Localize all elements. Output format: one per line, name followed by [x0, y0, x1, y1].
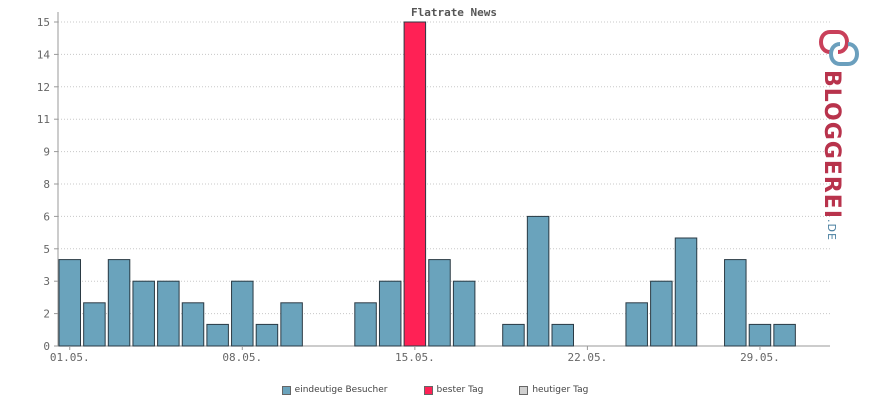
bar-visitors	[58, 259, 81, 347]
legend-swatch-best-day	[423, 385, 433, 395]
bar-visitors	[625, 302, 648, 347]
chart-legend: eindeutige Besucher bester Tag heutiger …	[0, 385, 870, 395]
bloggerei-logo-icon	[819, 30, 859, 66]
y-tick-label: 0	[43, 340, 50, 353]
bar-best-day	[403, 21, 427, 347]
bar-visitors	[231, 280, 254, 347]
y-tick-label: 9	[43, 146, 50, 159]
bar-visitors	[378, 280, 402, 347]
y-tick-label: 12	[37, 81, 50, 94]
y-tick-label: 15	[37, 16, 50, 29]
legend-item-today: heutiger Tag	[519, 385, 588, 395]
legend-label-visitors: eindeutige Besucher	[294, 385, 388, 395]
bar-visitors	[280, 302, 303, 347]
bar-visitors	[83, 302, 106, 347]
x-tick-label: 29.05.	[740, 351, 780, 364]
bar-visitors	[650, 280, 673, 347]
bar-visitors	[674, 237, 698, 347]
y-tick-label: 8	[43, 178, 50, 191]
bar-visitors	[157, 280, 180, 347]
bar-visitors	[107, 259, 131, 347]
legend-item-best-day: bester Tag	[423, 385, 484, 395]
chart-title: Flatrate News	[410, 6, 498, 19]
bar-visitors	[551, 323, 574, 347]
x-tick-label: 22.05.	[568, 351, 608, 364]
bloggerei-logo-text: BLOGGEREI.DE	[814, 70, 844, 241]
y-tick-label: 2	[43, 308, 50, 321]
logo-tld: .DE	[825, 219, 838, 241]
logo-name: BLOGGEREI	[819, 70, 844, 220]
bar-visitors	[526, 215, 550, 347]
legend-item-visitors: eindeutige Besucher	[281, 385, 388, 395]
bar-visitors	[773, 323, 796, 347]
bar-visitors	[255, 323, 279, 347]
bar-visitors	[452, 280, 476, 347]
bar-visitors	[428, 259, 451, 347]
legend-swatch-today	[519, 385, 529, 395]
y-tick-label: 6	[43, 210, 50, 223]
x-tick-label: 15.05.	[395, 351, 435, 364]
y-tick-label: 14	[37, 48, 51, 61]
x-tick-label: 01.05.	[50, 351, 90, 364]
bar-visitors	[354, 302, 377, 347]
legend-label-today: heutiger Tag	[532, 385, 589, 395]
bar-visitors	[132, 280, 155, 347]
bar-visitors	[206, 323, 229, 347]
x-tick-label: 08.05.	[222, 351, 262, 364]
y-tick-label: 5	[43, 243, 50, 256]
legend-label-best-day: bester Tag	[436, 385, 484, 395]
bar-visitors	[181, 302, 205, 347]
y-tick-label: 11	[37, 113, 50, 126]
legend-swatch-visitors	[281, 385, 291, 395]
y-tick-label: 3	[43, 275, 50, 288]
bar-visitors	[748, 323, 772, 347]
bar-visitors	[502, 323, 525, 347]
bar-visitors	[724, 259, 747, 347]
